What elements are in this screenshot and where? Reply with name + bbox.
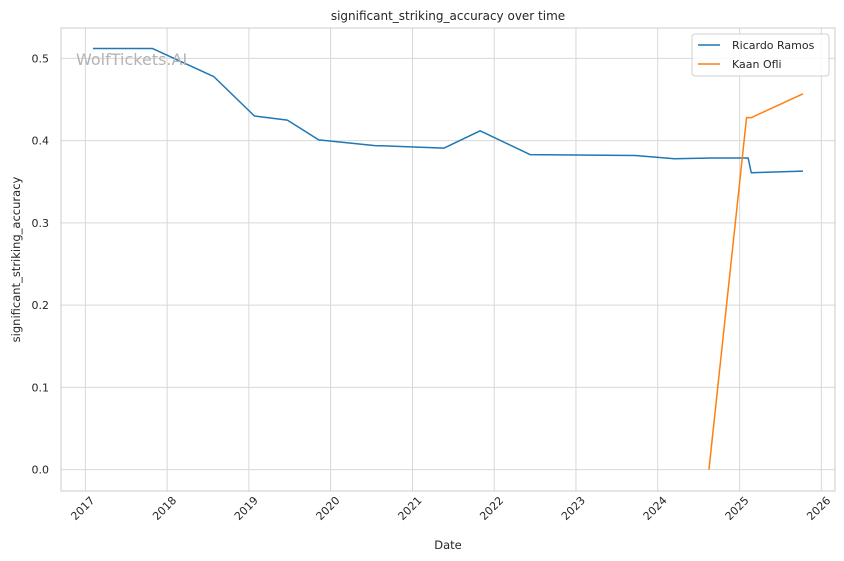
- series-line-kaan-ofli: [708, 93, 804, 470]
- plot-frame: [60, 27, 836, 492]
- y-tick-labels: 0.0 0.1 0.2 0.3 0.4 0.5: [32, 52, 50, 476]
- y-tick-label: 0.0: [32, 464, 50, 477]
- watermark: WolfTickets.AI: [76, 50, 187, 69]
- legend-label: Kaan Ofli: [732, 58, 782, 71]
- legend-box: [691, 33, 830, 77]
- chart-title: significant_striking_accuracy over time: [331, 9, 565, 23]
- x-axis-title: Date: [434, 538, 462, 552]
- y-tick-label: 0.5: [32, 52, 50, 65]
- series-layer: [93, 47, 804, 470]
- y-tick-label: 0.4: [32, 135, 50, 148]
- y-tick-label: 0.1: [32, 381, 50, 394]
- grid: [61, 28, 835, 491]
- legend-label: Ricardo Ramos: [732, 39, 815, 52]
- legend: Ricardo Ramos Kaan Ofli: [691, 33, 830, 77]
- series-line-ricardo-ramos: [93, 47, 804, 174]
- y-tick-label: 0.3: [32, 217, 50, 230]
- y-tick-label: 0.2: [32, 299, 50, 312]
- y-axis-title: significant_striking_accuracy: [9, 176, 23, 342]
